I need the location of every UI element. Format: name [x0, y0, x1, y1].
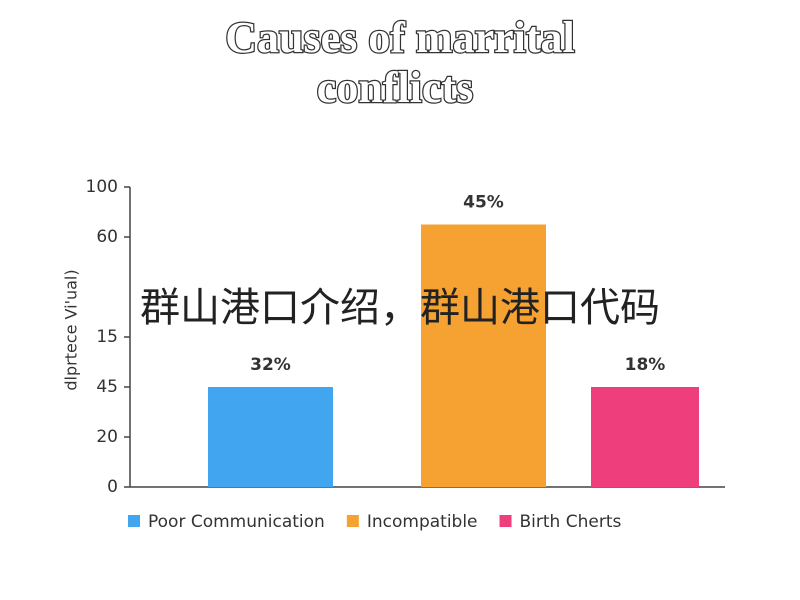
y-tick-label: 100 — [86, 177, 118, 197]
bar — [208, 387, 333, 487]
legend-label: Birth Cherts — [520, 512, 622, 532]
legend-swatch — [128, 515, 140, 527]
chart-title: Causes of marrital conflicts — [225, 13, 575, 112]
legend-swatch — [499, 515, 512, 527]
legend-label: Incompatible — [367, 512, 478, 532]
bar — [421, 224, 546, 487]
y-tick-label: 45 — [96, 377, 118, 397]
bar-annotation: 45% — [463, 193, 504, 213]
legend-swatch — [346, 515, 359, 527]
legend-label: Poor Communication — [148, 512, 325, 532]
y-axis-label: dlprtece Vi'ual) — [62, 269, 81, 390]
bar-annotation: 32% — [250, 355, 291, 375]
y-tick-label: 0 — [107, 477, 118, 497]
bar — [591, 387, 699, 487]
y-tick-label: 15 — [96, 327, 118, 347]
bar-annotation: 18% — [625, 355, 666, 375]
y-tick-label: 20 — [96, 427, 118, 447]
watermark: 群山港口介绍，群山港口代码 — [140, 285, 660, 331]
y-tick-label: 60 — [96, 227, 118, 247]
